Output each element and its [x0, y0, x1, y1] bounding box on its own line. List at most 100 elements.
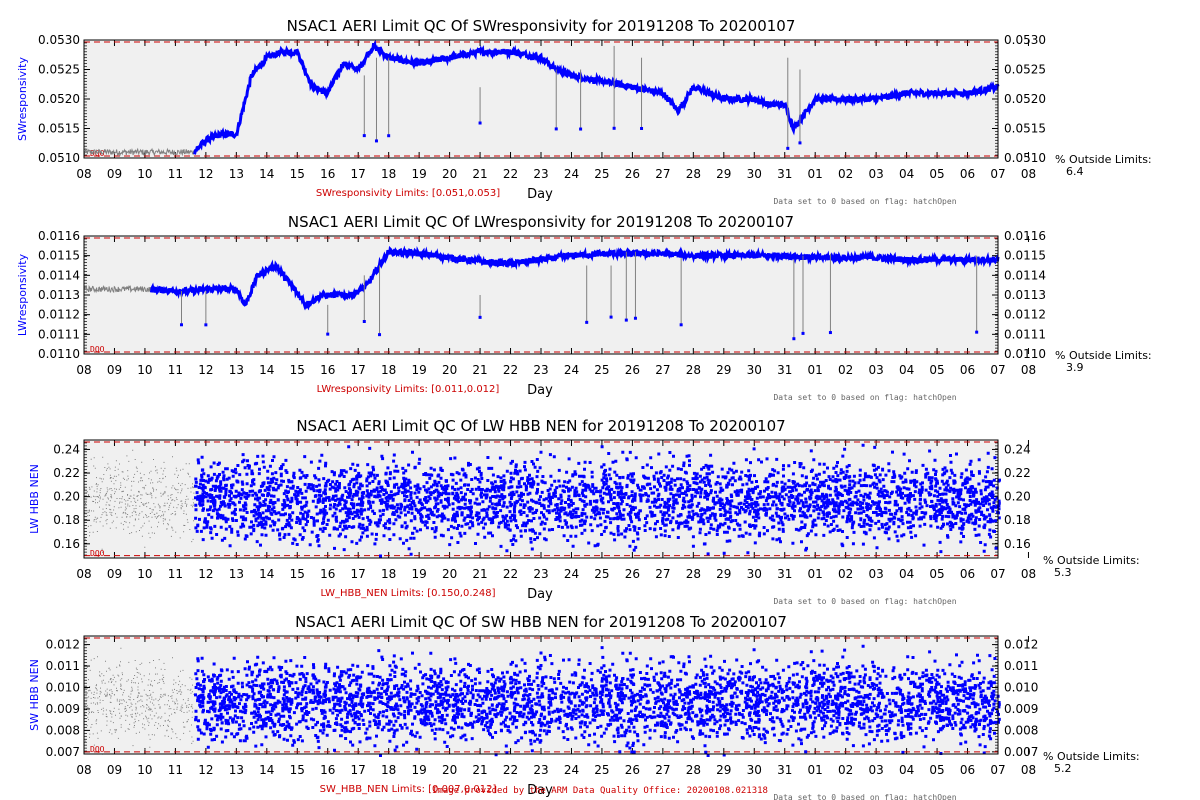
x-tick-label: 23 [533, 363, 548, 377]
y-tick-label-right: 0.20 [1004, 490, 1031, 504]
x-tick-label: 06 [960, 763, 975, 777]
flag-note: Data set to 0 based on flag: hatchOpen [773, 597, 956, 606]
y-tick-label: 0.0114 [38, 268, 80, 282]
x-tick-label: 04 [899, 167, 914, 181]
flag-note: Data set to 0 based on flag: hatchOpen [773, 197, 956, 206]
limits-text: SW_HBB_NEN Limits: [0.007,0.012] [320, 784, 497, 795]
y-tick-label: 0.0520 [38, 92, 80, 106]
x-tick-label: 19 [411, 763, 426, 777]
x-tick-label: 29 [716, 763, 731, 777]
y-tick-label: 0.0112 [38, 308, 80, 322]
x-axis-label: Day [527, 383, 553, 398]
y-axis-label: SWresponsivity [16, 57, 29, 141]
x-tick-label: 15 [290, 567, 305, 581]
x-tick-label: 08 [76, 567, 91, 581]
x-tick-label: 02 [838, 763, 853, 777]
y-tick-label-right: 0.16 [1004, 537, 1031, 551]
y-tick-label: 0.0530 [38, 33, 80, 47]
x-tick-label: 01 [808, 763, 823, 777]
y-tick-label: 0.011 [46, 659, 80, 673]
x-tick-label: 29 [716, 567, 731, 581]
chart-panel-3: NSAC1 AERI Limit QC Of LW HBB NEN for 20… [28, 417, 1140, 606]
x-tick-label: 04 [899, 567, 914, 581]
x-tick-label: 31 [777, 763, 792, 777]
x-tick-label: 07 [990, 567, 1005, 581]
x-tick-label: 17 [351, 167, 366, 181]
y-tick-label-right: 0.008 [1004, 723, 1038, 737]
x-tick-label: 25 [594, 567, 609, 581]
x-tick-label: 28 [686, 363, 701, 377]
y-tick-label: 0.0115 [38, 249, 80, 263]
x-tick-label: 22 [503, 567, 518, 581]
x-tick-label: 07 [990, 363, 1005, 377]
x-tick-label: 24 [564, 763, 579, 777]
y-tick-label-right: 0.0114 [1004, 268, 1046, 282]
x-tick-label: 25 [594, 763, 609, 777]
y-tick-label-right: 0.0113 [1004, 288, 1046, 302]
y-tick-label: 0.0111 [38, 327, 80, 341]
x-axis-label: Day [527, 587, 553, 602]
dropout-point [362, 319, 366, 323]
plot-frame [83, 439, 999, 559]
x-tick-label: 26 [625, 167, 640, 181]
x-tick-label: 16 [320, 167, 335, 181]
x-tick-label: 25 [594, 363, 609, 377]
x-tick-label: 27 [655, 167, 670, 181]
plot-frame [83, 39, 999, 159]
x-tick-label: 02 [838, 567, 853, 581]
plot-frame [83, 235, 999, 355]
dropout-point [374, 139, 378, 143]
footer-credit: Image provided by the ARM Data Quality O… [432, 786, 768, 796]
y-tick-label-right: 0.18 [1004, 513, 1031, 527]
x-tick-label: 23 [533, 167, 548, 181]
dropout-point [828, 331, 832, 335]
x-tick-label: 03 [868, 567, 883, 581]
x-tick-label: 18 [381, 167, 396, 181]
dropout-point [624, 318, 628, 322]
x-tick-label: 05 [929, 167, 944, 181]
flag-note: Data set to 0 based on flag: hatchOpen [773, 393, 956, 402]
x-tick-label: 25 [594, 167, 609, 181]
x-tick-label: 08 [76, 363, 91, 377]
dropout-point [801, 331, 805, 335]
x-tick-label: 13 [229, 567, 244, 581]
dqo-tag: DQO [90, 549, 105, 558]
y-tick-label: 0.010 [46, 680, 80, 694]
y-tick-label: 0.0113 [38, 288, 80, 302]
flag-note: Data set to 0 based on flag: hatchOpen [773, 793, 956, 800]
dropout-point [387, 134, 391, 138]
x-tick-label: 19 [411, 167, 426, 181]
x-tick-label: 03 [868, 167, 883, 181]
dropout-point [640, 126, 644, 130]
x-tick-label: 08 [76, 763, 91, 777]
y-tick-label: 0.16 [53, 537, 80, 551]
y-tick-label: 0.0515 [38, 122, 80, 136]
x-tick-label: 20 [442, 567, 457, 581]
x-tick-label: 09 [107, 167, 122, 181]
dropout-point [679, 323, 683, 327]
y-tick-label: 0.0110 [38, 347, 80, 361]
y-axis-label: LWresponsivity [16, 253, 29, 336]
y-axis-label: LW HBB NEN [28, 464, 41, 534]
dropout-point [326, 332, 330, 336]
x-tick-label: 24 [564, 567, 579, 581]
dropout-point [579, 127, 583, 131]
x-tick-label: 13 [229, 763, 244, 777]
y-tick-label: 0.18 [53, 513, 80, 527]
outside-limits-label: % Outside Limits: [1043, 750, 1140, 763]
x-tick-label: 30 [747, 567, 762, 581]
y-tick-label-right: 0.0525 [1004, 63, 1046, 77]
series-good [149, 245, 1000, 311]
y-tick-label-right: 0.0116 [1004, 229, 1046, 243]
x-tick-label: 26 [625, 763, 640, 777]
y-tick-label-right: 0.22 [1004, 466, 1031, 480]
y-tick-label-right: 0.011 [1004, 659, 1038, 673]
x-tick-label: 09 [107, 363, 122, 377]
y-tick-label-right: 0.0530 [1004, 33, 1046, 47]
dqo-tag: DQO [90, 345, 105, 354]
chart-panel-1: NSAC1 AERI Limit QC Of SWresponsivity fo… [16, 17, 1152, 206]
plot-frame [83, 635, 999, 755]
x-tick-label: 07 [990, 763, 1005, 777]
x-tick-label: 02 [838, 363, 853, 377]
